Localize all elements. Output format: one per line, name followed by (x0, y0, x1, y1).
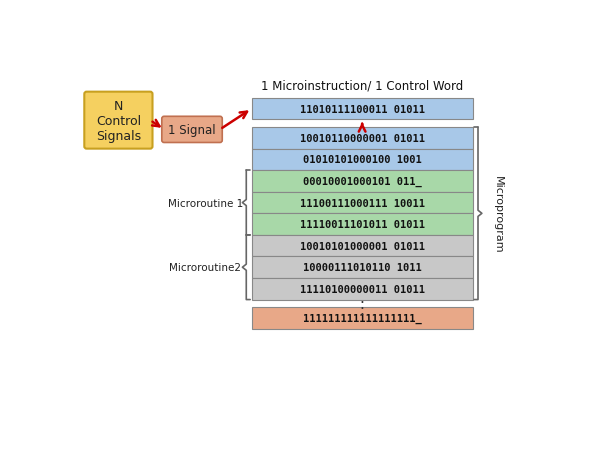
Text: 11110100000011 01011: 11110100000011 01011 (299, 284, 425, 294)
Text: N
Control
Signals: N Control Signals (96, 99, 141, 142)
Text: .: . (360, 296, 365, 311)
Text: 00010001000101 011_: 00010001000101 011_ (303, 177, 422, 187)
FancyBboxPatch shape (252, 99, 473, 120)
Text: 1 Signal: 1 Signal (168, 124, 216, 137)
Text: 01010101000100 1001: 01010101000100 1001 (303, 155, 422, 165)
Text: 111111111111111111_: 111111111111111111_ (303, 313, 422, 324)
FancyBboxPatch shape (162, 117, 222, 143)
Text: 10010101000001 01011: 10010101000001 01011 (299, 241, 425, 251)
Text: Microprogram: Microprogram (493, 175, 502, 253)
Text: 11110011101011 01011: 11110011101011 01011 (299, 219, 425, 229)
FancyBboxPatch shape (252, 236, 473, 257)
Text: 11010111100011 01011: 11010111100011 01011 (299, 104, 425, 114)
Text: 11100111000111 10011: 11100111000111 10011 (299, 198, 425, 208)
Text: 1 Microinstruction/ 1 Control Word: 1 Microinstruction/ 1 Control Word (261, 79, 463, 92)
FancyBboxPatch shape (252, 149, 473, 171)
FancyBboxPatch shape (252, 257, 473, 278)
Text: .: . (360, 302, 365, 317)
FancyBboxPatch shape (252, 192, 473, 214)
FancyBboxPatch shape (252, 128, 473, 149)
FancyBboxPatch shape (252, 171, 473, 192)
Text: Microroutine 1: Microroutine 1 (167, 198, 243, 208)
Text: Microroutine2: Microroutine2 (169, 263, 241, 273)
Text: 10000111010110 1011: 10000111010110 1011 (303, 263, 422, 273)
FancyBboxPatch shape (84, 92, 152, 149)
FancyBboxPatch shape (252, 278, 473, 300)
Text: 10010110000001 01011: 10010110000001 01011 (299, 134, 425, 144)
Text: .: . (360, 290, 365, 305)
FancyBboxPatch shape (252, 307, 473, 329)
FancyBboxPatch shape (252, 214, 473, 236)
